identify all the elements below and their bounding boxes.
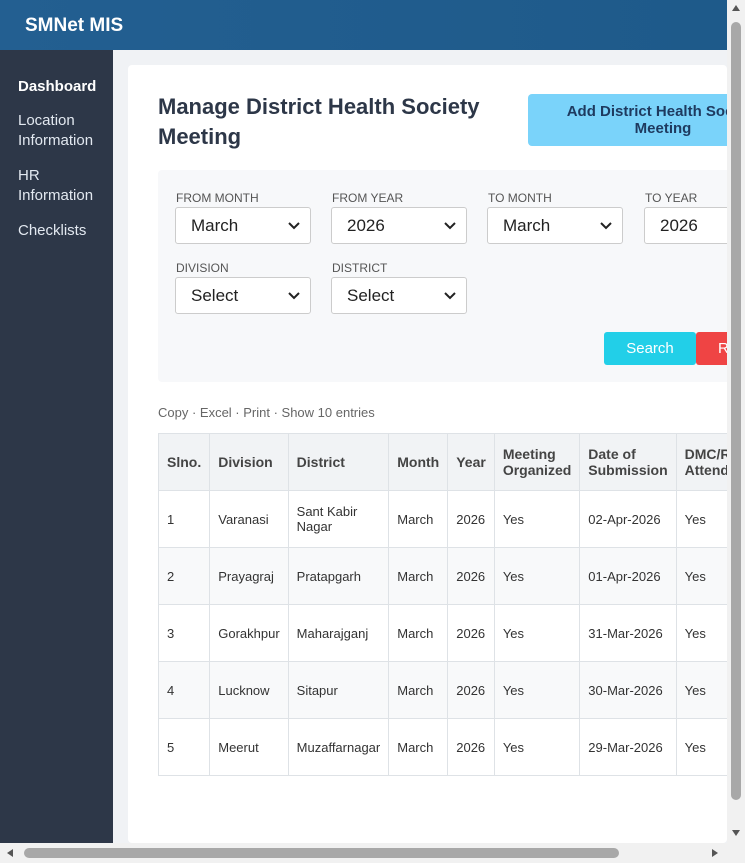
table-cell: 2026: [447, 547, 495, 605]
data-table: Slno. Division District Month Year Meeting Or…: [157, 433, 727, 776]
select[interactable]: Select: [175, 277, 311, 314]
filter-label: DIVISION: [176, 261, 229, 275]
table-cell: Yes: [493, 547, 581, 605]
table-row: 4 Lucknow Sitapur March 2026 Yes 30-Mar-2026 Ye…: [157, 661, 727, 719]
column-header: Date of Submission: [579, 433, 677, 491]
table-cell: 2026: [447, 604, 495, 662]
table-cell: 2026: [447, 661, 495, 719]
select[interactable]: Select: [331, 277, 467, 314]
table-cell: Yes: [675, 661, 727, 719]
nav-item[interactable]: Location Information: [18, 112, 94, 149]
filter-label: TO YEAR: [645, 191, 698, 205]
table-cell: Yes: [675, 718, 727, 776]
select-value: March: [191, 216, 239, 235]
select[interactable]: 2026: [331, 207, 467, 244]
table-cell: 5: [157, 718, 211, 776]
top-bar: SMNet MIS: [0, 0, 727, 50]
table-cell: 4: [157, 661, 211, 719]
table-toolbar[interactable]: Copy · Excel · Print · Show 10 entries: [158, 405, 375, 420]
table-cell: Sant Kabir Nagar: [287, 490, 390, 548]
table-cell: 1: [157, 490, 211, 548]
content-card: Manage District Health Society Meeting A…: [128, 65, 727, 843]
table-cell: March: [388, 547, 449, 605]
table-cell: March: [388, 604, 449, 662]
table-cell: 3: [157, 604, 211, 662]
table-cell: Yes: [493, 490, 581, 548]
sidebar: Dashboard Location Information HR Inform…: [0, 50, 113, 843]
table-cell: 2026: [447, 490, 495, 548]
table-cell: 2026: [447, 718, 495, 776]
filter-label: DISTRICT: [332, 261, 388, 275]
table-cell: Sitapur: [287, 661, 390, 719]
select-value: Select: [347, 286, 395, 305]
horizontal-scrollbar[interactable]: [0, 843, 745, 863]
table-cell: Prayagraj: [209, 547, 289, 605]
table-cell: March: [388, 490, 449, 548]
table-row: 2 Prayagraj Pratapgarh March 2026 Yes 01-Apr-2…: [157, 547, 727, 605]
table-cell: Muzaffarnagar: [287, 718, 390, 776]
search-button[interactable]: Search: [604, 332, 696, 365]
filter-panel: FROM MONTH March FROM YEAR 2026 TO MONTH Marc…: [158, 170, 727, 382]
select[interactable]: 2026: [644, 207, 727, 244]
table-row: 3 Gorakhpur Maharajganj March 2026 Yes 31-Mar-…: [157, 604, 727, 662]
column-header: District: [287, 433, 390, 491]
column-header: Meeting Organized: [493, 433, 581, 491]
table-cell: Varanasi: [209, 490, 289, 548]
table-row: 1 Varanasi Sant Kabir Nagar March 2026 Yes 02-…: [157, 490, 727, 548]
reset-button[interactable]: Reset: [696, 332, 727, 365]
column-header: DMC/RC Attended: [675, 433, 727, 491]
select-value: Select: [191, 286, 239, 305]
select-value: 2026: [660, 216, 698, 235]
column-header: Year: [447, 433, 495, 491]
table-cell: Meerut: [209, 718, 289, 776]
table-cell: March: [388, 661, 449, 719]
table-cell: Yes: [493, 718, 581, 776]
table-cell: Lucknow: [209, 661, 289, 719]
table-cell: 2: [157, 547, 211, 605]
table-cell: 29-Mar-2026: [579, 718, 677, 776]
select[interactable]: March: [487, 207, 623, 244]
brand[interactable]: SMNet MIS: [25, 15, 124, 36]
select-value: March: [503, 216, 551, 235]
select[interactable]: March: [175, 207, 311, 244]
filter-label: TO MONTH: [488, 191, 552, 205]
filter-label: FROM YEAR: [332, 191, 404, 205]
table-cell: 01-Apr-2026: [579, 547, 677, 605]
nav-item[interactable]: Checklists: [18, 222, 87, 239]
table-cell: 31-Mar-2026: [579, 604, 677, 662]
column-header: Division: [209, 433, 289, 491]
column-header: Slno.: [157, 433, 211, 491]
filter-label: FROM MONTH: [176, 191, 259, 205]
table-cell: March: [388, 718, 449, 776]
table-cell: Yes: [493, 661, 581, 719]
vertical-scrollbar[interactable]: [727, 0, 745, 843]
table-cell: Yes: [675, 490, 727, 548]
add-button[interactable]: Add District Health Society Meeting: [528, 94, 727, 146]
table-cell: Pratapgarh: [287, 547, 390, 605]
page-title: Manage District Health Society Meeting: [158, 94, 480, 149]
table-cell: 30-Mar-2026: [579, 661, 677, 719]
table-cell: 02-Apr-2026: [579, 490, 677, 548]
table-cell: Gorakhpur: [209, 604, 289, 662]
table-cell: Yes: [493, 604, 581, 662]
table-cell: Maharajganj: [287, 604, 390, 662]
select-value: 2026: [347, 216, 385, 235]
nav-item[interactable]: HR Information: [18, 167, 94, 204]
table-row: 5 Meerut Muzaffarnagar March 2026 Yes 29-Mar-2…: [157, 718, 727, 776]
column-header: Month: [388, 433, 449, 491]
table-cell: Yes: [675, 547, 727, 605]
table-cell: Yes: [675, 604, 727, 662]
nav-item[interactable]: Dashboard: [18, 78, 97, 95]
